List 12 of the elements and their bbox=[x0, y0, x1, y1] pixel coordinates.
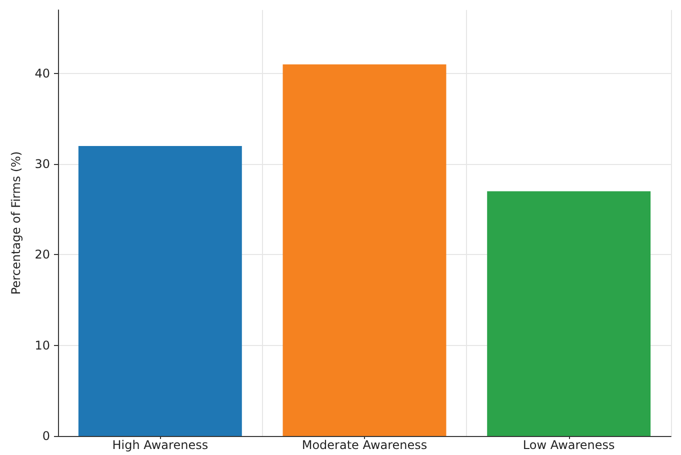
x-tick-label: Moderate Awareness bbox=[302, 438, 428, 452]
y-tick-label: 40 bbox=[34, 66, 50, 80]
y-axis-title: Percentage of Firms (%) bbox=[9, 151, 23, 295]
y-tick-label: 30 bbox=[34, 157, 50, 172]
bar bbox=[78, 146, 242, 436]
x-tick-label: High Awareness bbox=[112, 438, 208, 452]
y-tick-label: 20 bbox=[34, 248, 50, 262]
x-tick-label: Low Awareness bbox=[522, 438, 615, 452]
y-tick-label: 0 bbox=[42, 429, 50, 443]
y-tick-label: 10 bbox=[34, 338, 50, 352]
bar bbox=[282, 64, 446, 436]
bar bbox=[487, 191, 651, 436]
